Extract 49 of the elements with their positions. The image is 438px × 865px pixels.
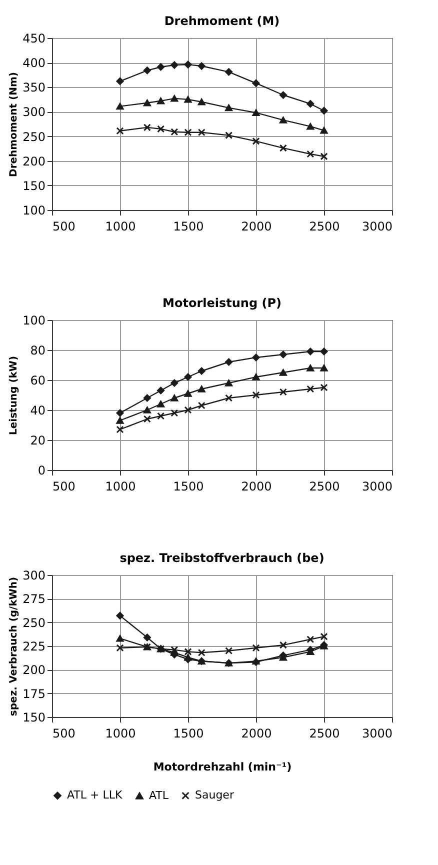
y-tick-label: 400	[22, 56, 46, 70]
y-tick-label: 20	[30, 434, 46, 448]
x-tick-label: 2500	[309, 480, 340, 494]
y-axis-title: Drehmoment (Nm)	[8, 72, 20, 177]
y-tick-label: 175	[22, 686, 46, 701]
y-tick-label: 80	[30, 344, 46, 358]
x-tick-label: 3000	[362, 220, 392, 234]
y-tick-label: 60	[30, 374, 46, 388]
y-axis-title: Leistung (kW)	[8, 356, 20, 436]
chart-title: spez. Treibstoffverbrauch (be)	[120, 551, 324, 565]
x-tick-label: 2000	[241, 480, 272, 494]
x-tick-label: 500	[52, 220, 76, 234]
y-tick-label: 100	[22, 204, 46, 218]
x-tick-label: 2000	[241, 220, 272, 234]
x-tick-label: 2500	[309, 220, 340, 234]
x-tick-label: 1000	[105, 726, 136, 740]
y-tick-label: 40	[30, 404, 46, 418]
chart-title: Drehmoment (M)	[164, 14, 280, 28]
x-tick-label: 500	[52, 726, 76, 740]
y-tick-label: 150	[22, 710, 46, 724]
x-axis-title: Motordrehzahl (min⁻¹)	[153, 760, 292, 774]
x-tick-label: 1500	[173, 480, 204, 494]
y-tick-label: 250	[22, 130, 46, 144]
y-tick-label: 275	[22, 592, 46, 606]
legend-label: ATL	[149, 788, 170, 802]
y-tick-label: 200	[22, 154, 46, 168]
legend-label: Sauger	[195, 788, 234, 802]
x-tick-label: 1500	[173, 220, 204, 234]
x-tick-label: 2500	[309, 726, 340, 740]
x-tick-label: 500	[52, 480, 76, 494]
legend-label: ATL + LLK	[67, 788, 123, 802]
x-tick-label: 1000	[105, 480, 136, 494]
y-tick-label: 250	[22, 616, 46, 630]
y-tick-label: 0	[38, 464, 46, 478]
y-tick-label: 200	[22, 663, 46, 678]
y-tick-label: 450	[22, 32, 46, 46]
x-tick-label: 3000	[362, 480, 392, 494]
y-tick-label: 100	[22, 314, 46, 328]
y-tick-label: 300	[22, 105, 46, 120]
y-tick-label: 350	[22, 80, 46, 95]
y-tick-label: 300	[22, 568, 46, 582]
x-tick-label: 3000	[362, 726, 392, 740]
y-tick-label: 150	[22, 178, 46, 193]
x-tick-label: 1000	[105, 220, 136, 234]
x-tick-label: 2000	[241, 726, 272, 740]
y-axis-title: spez. Verbrauch (g/kWh)	[8, 576, 20, 716]
x-tick-label: 1500	[173, 726, 204, 740]
chart-title: Motorleistung (P)	[162, 296, 282, 310]
y-tick-label: 225	[22, 640, 46, 654]
